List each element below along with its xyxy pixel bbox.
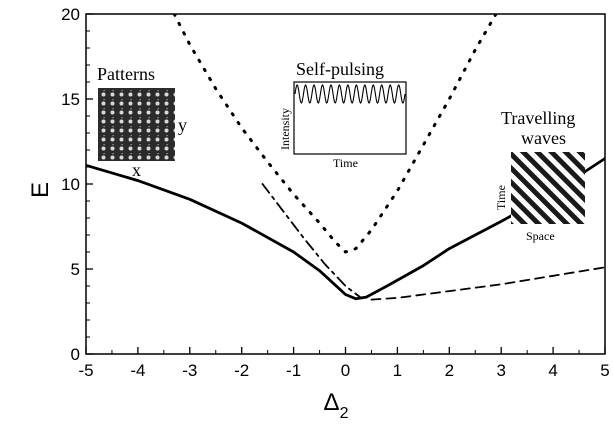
self-pulsing-y-label: Intensity xyxy=(278,108,292,150)
travelling-x-label: Space xyxy=(526,229,555,243)
patterns-inset: Patterns y x xyxy=(97,64,187,180)
y-tick-label: 0 xyxy=(71,345,80,364)
x-tick-label: -4 xyxy=(130,361,145,380)
x-tick-label: 0 xyxy=(341,361,350,380)
x-axis-ticks: -5 -4 -3 -2 -1 0 1 2 3 4 5 xyxy=(78,347,610,380)
y-axis-ticks: 0 5 10 15 20 xyxy=(61,5,93,364)
patterns-x-label: x xyxy=(132,160,141,180)
x-axis-title: Δ2 xyxy=(324,389,349,422)
x-tick-label: 4 xyxy=(548,361,557,380)
patterns-y-label: y xyxy=(178,115,187,135)
self-pulsing-trace xyxy=(294,84,406,104)
x-tick-label: -5 xyxy=(78,361,93,380)
x-tick-label: -3 xyxy=(182,361,197,380)
y-tick-label: 10 xyxy=(61,175,80,194)
x-axis-title-subscript: 2 xyxy=(340,405,349,422)
series-dashdot-curve xyxy=(261,183,362,299)
curves-layer xyxy=(86,14,605,301)
x-axis-title-symbol: Δ xyxy=(324,389,340,416)
travelling-title-line2: waves xyxy=(521,128,566,148)
x-tick-label: 2 xyxy=(445,361,454,380)
travelling-y-label: Time xyxy=(494,185,508,210)
y-tick-label: 5 xyxy=(71,260,80,279)
y-tick-label: 20 xyxy=(61,5,80,24)
series-dashed-curve xyxy=(370,266,605,301)
self-pulsing-x-label: Time xyxy=(333,156,358,170)
self-pulsing-title: Self-pulsing xyxy=(296,59,384,79)
x-tick-label: -2 xyxy=(234,361,249,380)
x-tick-label: 3 xyxy=(496,361,505,380)
series-solid-curve xyxy=(86,157,605,301)
y-axis-title: E xyxy=(27,182,54,198)
travelling-title-line1: Travelling xyxy=(501,108,575,128)
patterns-image-overlay xyxy=(98,88,175,161)
travelling-waves-inset: Travelling waves Time Space xyxy=(494,108,585,243)
x-tick-label: -1 xyxy=(286,361,301,380)
x-tick-label: 5 xyxy=(600,361,609,380)
travelling-waves-image xyxy=(511,152,585,224)
patterns-title: Patterns xyxy=(97,64,155,84)
x-tick-label: 1 xyxy=(393,361,402,380)
y-tick-label: 15 xyxy=(61,90,80,109)
self-pulsing-inset: Self-pulsing Intensity Time xyxy=(278,59,407,170)
